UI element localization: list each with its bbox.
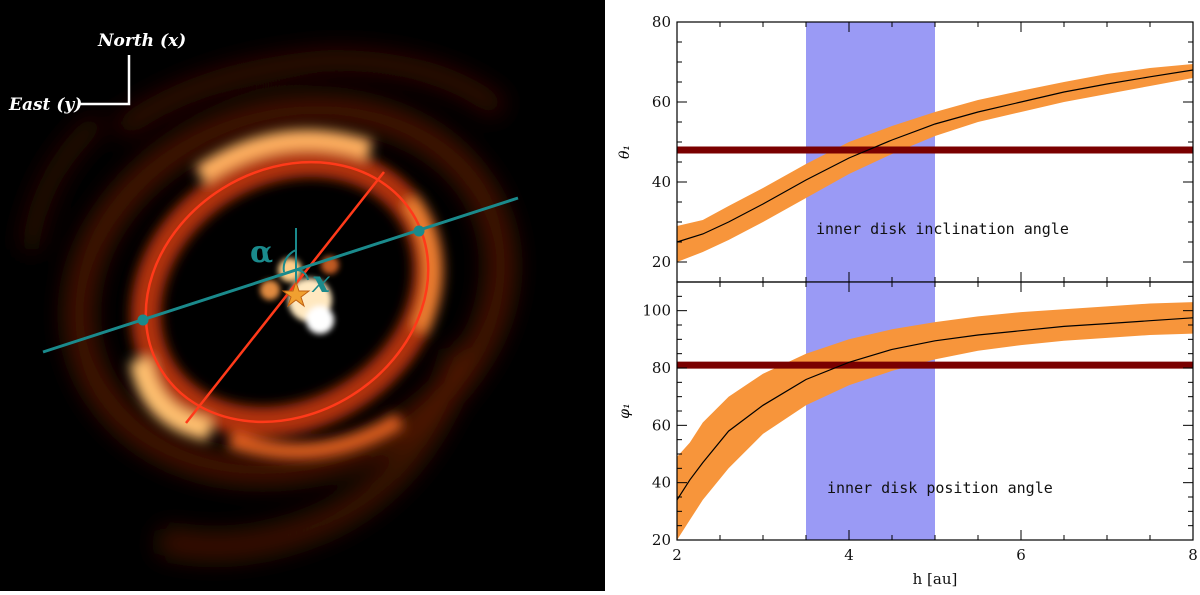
y-tick-label: 40	[652, 173, 671, 191]
disk-image-panel: α x North (x) East (y)	[0, 0, 605, 591]
star-icon	[281, 280, 311, 308]
y-tick-label: 80	[652, 359, 671, 377]
inclination-annotation: inner disk inclination angle	[816, 220, 1069, 238]
y-tick-label: 40	[652, 474, 671, 492]
alpha-arc	[282, 249, 297, 273]
x-tick-label: 4	[844, 546, 854, 564]
uncertainty-band	[677, 302, 1193, 540]
compass-arrows	[80, 55, 131, 106]
model-curve	[676, 69, 1194, 243]
shaded-h-range	[806, 282, 935, 540]
x-tick-label: 6	[1016, 546, 1026, 564]
major-axis-endpoint-west	[137, 314, 149, 326]
y-tick-label: 80	[652, 13, 671, 31]
disk-image: α x North (x) East (y)	[0, 0, 605, 591]
y-tick-label: 20	[652, 531, 671, 549]
y-tick-label: 60	[652, 93, 671, 111]
phi-axis-label: φ₁	[617, 403, 633, 418]
compass-north-label: North (x)	[97, 31, 186, 51]
minor-axis-line	[185, 171, 385, 424]
x-tick-label: 8	[1188, 546, 1198, 564]
major-axis-endpoint-east	[413, 225, 425, 237]
theta-axis-label: θ₁	[617, 145, 633, 159]
position-angle-annotation: inner disk position angle	[827, 479, 1053, 497]
major-axis-line	[42, 196, 519, 354]
uncertainty-band	[677, 64, 1193, 262]
y-tick-label: 100	[642, 302, 671, 320]
position-angle-chart: inner disk position angle φ₁ 20 40 60 80 100	[617, 281, 1194, 549]
y-tick-label: 60	[652, 416, 671, 434]
x-arc	[295, 268, 309, 281]
x-tick-label: 2	[672, 546, 682, 564]
outer-disk-glow	[20, 48, 515, 560]
alpha-label: α	[250, 235, 273, 270]
y-tick-label: 20	[652, 253, 671, 271]
compass-east-label: East (y)	[8, 95, 82, 115]
inclination-chart: inner disk inclination angle θ₁ 20 40 60 80	[617, 13, 1194, 283]
x-angle-label: x	[311, 265, 331, 300]
fitted-ellipse	[144, 160, 430, 424]
h-axis-label: h [au]	[913, 570, 958, 588]
angle-charts-panel: inner disk inclination angle θ₁ 20 40 60 80…	[605, 0, 1200, 591]
model-curve	[676, 317, 1194, 501]
angle-charts: inner disk inclination angle θ₁ 20 40 60 80…	[617, 13, 1198, 588]
